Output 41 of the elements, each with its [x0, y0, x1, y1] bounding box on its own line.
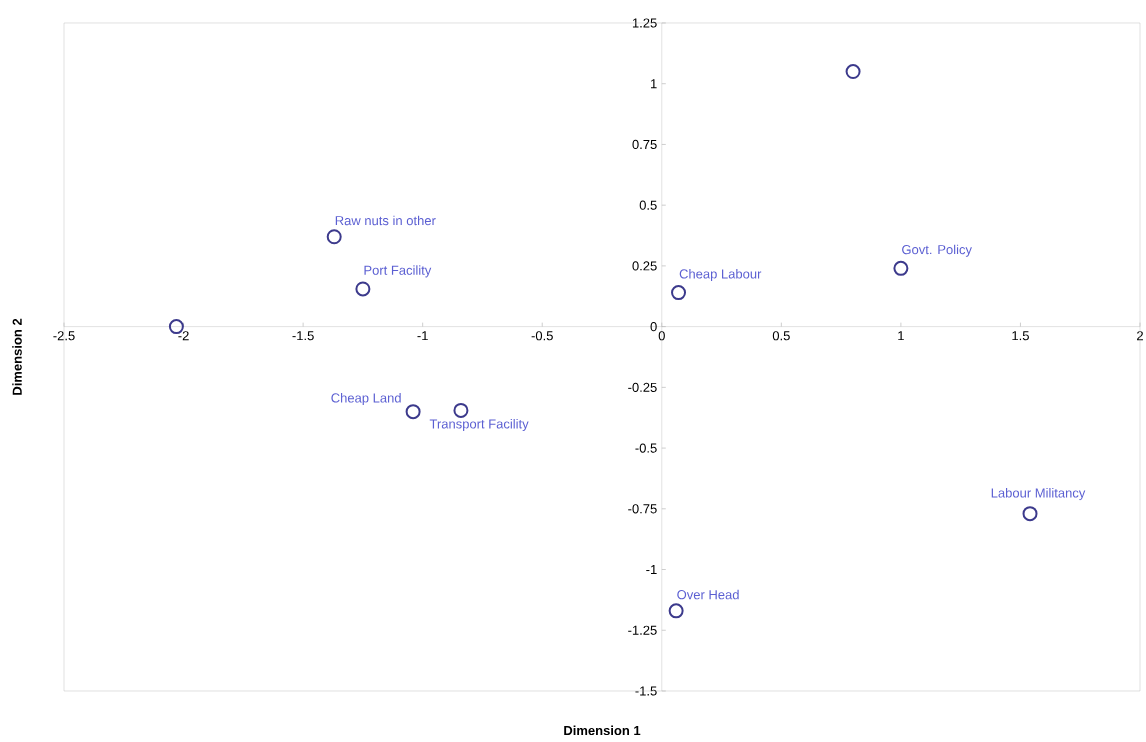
- point: [671, 285, 687, 301]
- annotation: Labour Militancy: [991, 488, 1086, 501]
- point: [893, 260, 909, 276]
- point: [845, 64, 861, 80]
- y-tick-label: 1.25: [632, 18, 657, 28]
- point: [355, 281, 371, 297]
- annotation: Cheap Labour: [679, 268, 762, 282]
- y-tick-label: 0.25: [632, 261, 657, 271]
- annotation: Transport Facility: [429, 418, 529, 432]
- y-tick-label: 0: [650, 322, 657, 332]
- y-tick-label: 1: [651, 79, 657, 89]
- x-tick-label: -2.5: [53, 331, 75, 341]
- x-tick-label: -2: [178, 331, 189, 341]
- y-axis-title: Dimension 2: [12, 318, 22, 395]
- x-tick-label: 1.5: [1012, 331, 1029, 341]
- x-tick-label: 1: [898, 331, 904, 341]
- y-tick-label: -1.5: [635, 686, 657, 696]
- point: [1022, 506, 1038, 522]
- y-tick-label: -0.5: [635, 443, 657, 453]
- y-tick-label: -0.25: [628, 382, 657, 392]
- x-tick-label: -1.5: [292, 331, 314, 341]
- y-tick-label: 0.75: [632, 139, 657, 150]
- annotation: Govt. Policy: [902, 244, 972, 257]
- annotation: Cheap Land: [331, 392, 401, 406]
- point: [405, 404, 421, 420]
- x-tick-label: 0.5: [772, 331, 790, 341]
- x-tick-label: -0.5: [531, 331, 553, 341]
- x-axis-title: Dimension 1: [564, 725, 641, 736]
- point: [453, 402, 469, 418]
- annotation: Port Facility: [364, 265, 432, 278]
- x-tick-label: -1: [417, 331, 428, 341]
- annotation: Over Head: [677, 589, 739, 600]
- y-tick-label: -0.75: [628, 504, 657, 514]
- y-tick-label: -1.25: [628, 625, 657, 635]
- annotation: Raw nuts in other: [335, 215, 436, 226]
- point: [668, 603, 684, 619]
- x-tick-label: 0: [658, 331, 665, 341]
- point: [326, 229, 342, 245]
- y-tick-label: 0.5: [639, 200, 657, 210]
- x-tick-label: 2: [1137, 331, 1143, 341]
- y-tick-label: -1: [646, 565, 657, 574]
